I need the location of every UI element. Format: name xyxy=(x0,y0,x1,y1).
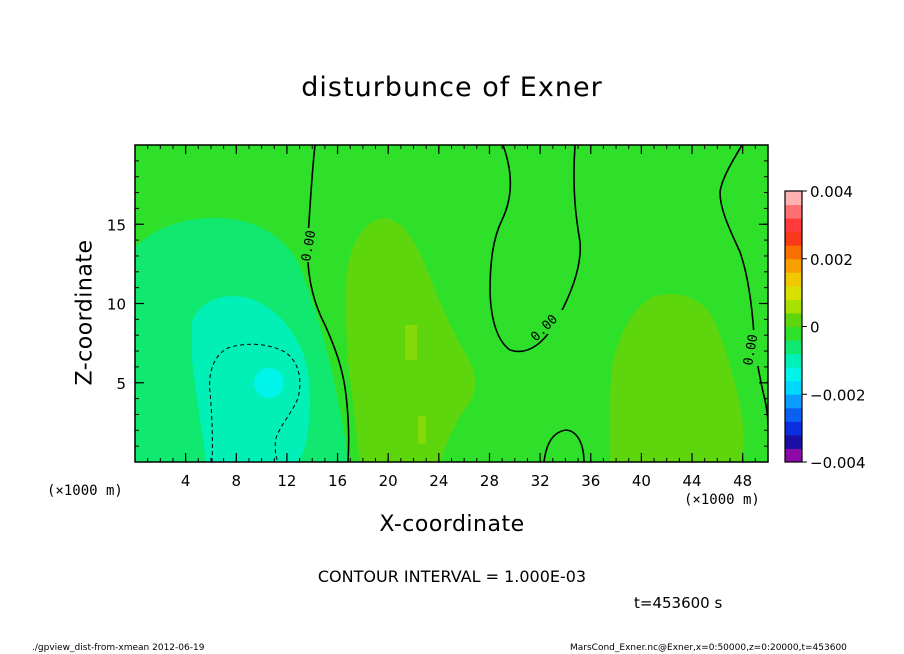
colorbar-tick-label: 0 xyxy=(810,319,820,337)
level-pos1-fill-right xyxy=(609,294,744,462)
colorbar-swatch xyxy=(785,191,802,206)
x-tick-label: 28 xyxy=(480,472,499,490)
colorbar-swatch xyxy=(785,407,802,422)
colorbar-swatch xyxy=(785,326,802,341)
colorbar-swatch xyxy=(785,367,802,382)
colorbar-swatch xyxy=(785,204,802,219)
x-tick-label: 36 xyxy=(581,472,600,490)
colorbar-swatch xyxy=(785,272,802,287)
zero-contour-left xyxy=(306,145,350,462)
y-axis-label: Z-coordinate xyxy=(72,239,98,386)
colorbar-swatch xyxy=(785,434,802,449)
colorbar-swatch xyxy=(785,245,802,260)
x-unit-right: (×1000 m) xyxy=(684,492,760,508)
x-tick-label: 12 xyxy=(277,472,296,490)
colorbar-swatch xyxy=(785,394,802,409)
y-tick-label: 15 xyxy=(107,216,126,234)
contour-label: 0.00 xyxy=(741,333,761,366)
x-tick-label: 8 xyxy=(232,472,242,490)
chart-title: disturbunce of Exner xyxy=(301,72,603,103)
colorbar-swatch xyxy=(785,340,802,355)
x-tick-label: 44 xyxy=(682,472,701,490)
source-label: MarsCond_Exner.nc@Exner,x=0:50000,z=0:20… xyxy=(570,643,847,653)
x-axis-label: X-coordinate xyxy=(379,512,525,537)
colorbar-tick-label: 0.002 xyxy=(810,251,853,269)
colorbar-swatch xyxy=(785,285,802,300)
contour-interval-note: CONTOUR INTERVAL = 1.000E-03 xyxy=(317,567,587,586)
zero-contour-bottom xyxy=(543,429,585,462)
contour-label-group: 0.00 0.00 0.00 xyxy=(299,228,764,367)
level-neg3-fill xyxy=(254,368,284,398)
colorbar-swatch xyxy=(785,380,802,395)
x-tick-label: 16 xyxy=(328,472,347,490)
x-tick-label: 32 xyxy=(531,472,550,490)
time-label: t=453600 s xyxy=(634,594,723,612)
colorbar-swatch xyxy=(785,218,802,233)
zero-contour-middle xyxy=(489,145,582,353)
x-tick-label: 20 xyxy=(379,472,398,490)
level-neg2-fill xyxy=(192,296,311,462)
zero-contour-right xyxy=(719,145,768,426)
colorbar: 0.004 0.002 0 −0.002 −0.004 xyxy=(784,183,866,472)
y-tick-label: 5 xyxy=(116,375,126,393)
x-unit-left: (×1000 m) xyxy=(47,483,123,499)
filled-contours xyxy=(135,145,768,462)
y-axis-ticks: 5 10 15 xyxy=(107,160,768,447)
level-pos2-spot xyxy=(405,325,417,360)
colorbar-tick-label: −0.004 xyxy=(810,454,866,472)
colorbar-swatch xyxy=(785,448,802,463)
y-tick-label: 10 xyxy=(107,296,126,314)
program-label: ./gpview_dist-from-xmean 2012-06-19 xyxy=(32,643,205,653)
colorbar-swatch xyxy=(785,258,802,273)
x-tick-label: 48 xyxy=(733,472,752,490)
contour-label: 0.00 xyxy=(299,229,319,262)
x-tick-label: 40 xyxy=(632,472,651,490)
colorbar-swatch xyxy=(785,353,802,368)
x-tick-label: 24 xyxy=(429,472,448,490)
x-tick-label: 4 xyxy=(181,472,191,490)
colorbar-tick-label: 0.004 xyxy=(810,183,853,201)
x-axis-ticks: 4 8 12 16 20 24 28 32 36 40 44 48 xyxy=(147,145,756,490)
neg-contour-dashed xyxy=(209,343,301,462)
colorbar-tick-label: −0.002 xyxy=(810,386,866,404)
colorbar-swatch xyxy=(785,299,802,314)
colorbar-swatch xyxy=(785,231,802,246)
colorbar-swatch xyxy=(785,421,802,436)
colorbar-swatch xyxy=(785,312,802,327)
level-pos2-spot xyxy=(418,416,426,444)
